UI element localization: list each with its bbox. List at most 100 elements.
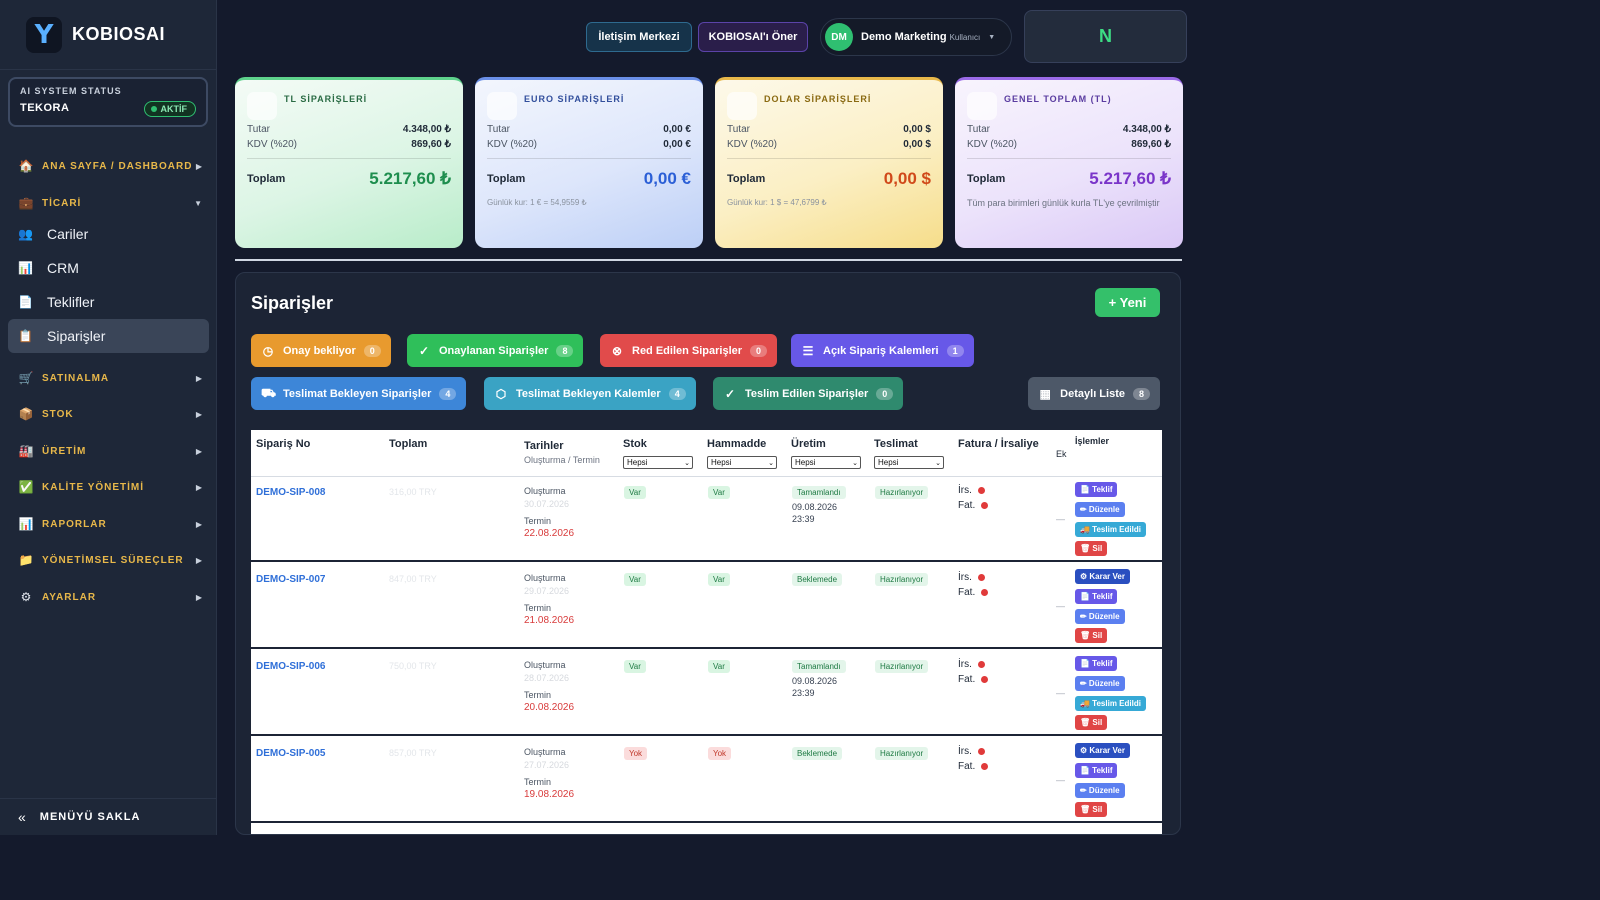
table-row[interactable]: DEMO-SIP-008 316,00 TRY Oluşturma 30.07.… bbox=[251, 477, 1162, 562]
term-label: Termin bbox=[524, 777, 552, 787]
column-header-dates: Tarihler bbox=[524, 440, 564, 452]
edit-button[interactable]: ✏ Düzenle bbox=[1075, 609, 1125, 624]
edit-button[interactable]: ✏ Düzenle bbox=[1075, 502, 1125, 517]
card-title: GENEL TOPLAM (TL) bbox=[1004, 94, 1112, 104]
stock-badge: Var bbox=[624, 486, 646, 499]
folder-icon: 📁 bbox=[18, 553, 34, 567]
total-value: 0,00 $ bbox=[883, 169, 931, 188]
nav-section-dashboard[interactable]: 🏠 ANA SAYFA / DASHBOARD ▶ bbox=[18, 159, 202, 173]
term-label: Termin bbox=[524, 690, 552, 700]
filter-label: Onaylanan Siparişler bbox=[439, 344, 549, 357]
delete-button[interactable]: 🗑 Sil bbox=[1075, 628, 1108, 643]
filter-approved[interactable]: ✓ Onaylanan Siparişler 8 bbox=[407, 334, 584, 367]
order-number-link[interactable]: DEMO-SIP-007 bbox=[256, 574, 326, 585]
production-filter-select[interactable]: Hepsi ⌄ bbox=[791, 456, 861, 469]
created-date: 27.07.2026 bbox=[524, 760, 570, 770]
conversion-note: Tüm para birimleri günlük kurla TL'ye çe… bbox=[967, 198, 1160, 208]
sidebar-item-crm[interactable]: 📊 CRM bbox=[8, 251, 209, 285]
amount-value: 4.348,00 ₺ bbox=[402, 124, 451, 135]
order-number-link[interactable]: DEMO-SIP-008 bbox=[256, 487, 326, 498]
chevron-right-icon: ▶ bbox=[195, 519, 202, 529]
brand-logo: Y bbox=[26, 16, 62, 53]
waybill-status: İrs. bbox=[958, 572, 985, 583]
detailed-list-button[interactable]: ▦ Detaylı Liste 8 bbox=[1028, 377, 1160, 410]
status-dot-icon bbox=[977, 661, 985, 668]
order-number-link[interactable]: DEMO-SIP-006 bbox=[256, 661, 326, 672]
term-date: 21.08.2026 bbox=[524, 615, 575, 626]
filter-rejected[interactable]: ⊗ Red Edilen Siparişler 0 bbox=[600, 334, 778, 367]
table-row[interactable]: DEMO-SIP-005 857,00 TRY Oluşturma 27.07.… bbox=[251, 738, 1162, 823]
quote-button[interactable]: 📄 Teklif bbox=[1075, 763, 1118, 778]
filter-delivered[interactable]: ✓ Teslim Edilen Siparişler 0 bbox=[713, 377, 904, 410]
delivered-button[interactable]: 🚚 Teslim Edildi bbox=[1075, 696, 1146, 711]
column-header-actions: İşlemler bbox=[1075, 436, 1110, 446]
edit-button[interactable]: ✏ Düzenle bbox=[1075, 676, 1125, 691]
hide-menu-button[interactable]: « MENÜYÜ SAKLA bbox=[0, 798, 217, 835]
edit-button[interactable]: ✏ Düzenle bbox=[1075, 783, 1125, 798]
delete-button[interactable]: 🗑 Sil bbox=[1075, 715, 1108, 730]
delivery-filter-select[interactable]: Hepsi ⌄ bbox=[874, 456, 944, 469]
created-date: 28.07.2026 bbox=[524, 673, 570, 683]
raw-material-badge: Var bbox=[708, 660, 730, 673]
delete-button[interactable]: 🗑 Sil bbox=[1075, 802, 1108, 817]
nav-section-uretim[interactable]: 🏭 ÜRETİM ▶ bbox=[18, 444, 202, 458]
filter-count: 4 bbox=[439, 387, 457, 400]
status-dot-icon bbox=[977, 574, 985, 581]
n-widget[interactable]: N bbox=[1024, 10, 1187, 63]
amount-label: Tutar bbox=[727, 124, 750, 135]
delete-button[interactable]: 🗑 Sil bbox=[1075, 541, 1108, 556]
decide-button[interactable]: ⚙ Karar Ver bbox=[1075, 743, 1130, 758]
new-order-button[interactable]: + Yeni bbox=[1095, 288, 1160, 317]
filter-count: 4 bbox=[668, 387, 686, 400]
stock-badge: Var bbox=[624, 660, 646, 673]
filter-awaiting-items[interactable]: ⬡ Teslimat Bekleyen Kalemler 4 bbox=[484, 377, 696, 410]
ai-status-title: AI SYSTEM STATUS bbox=[20, 86, 122, 96]
stock-badge: Yok bbox=[624, 747, 648, 760]
contact-center-button[interactable]: İletişim Merkezi bbox=[586, 22, 692, 52]
table-row[interactable]: DEMO-SIP-007 847,00 TRY Oluşturma 29.07.… bbox=[251, 564, 1162, 649]
quote-button[interactable]: 📄 Teklif bbox=[1075, 589, 1118, 604]
nav-section-raporlar[interactable]: 📊 RAPORLAR ▶ bbox=[18, 517, 202, 531]
nav-section-ayarlar[interactable]: ⚙ AYARLAR ▶ bbox=[18, 590, 202, 604]
brand[interactable]: Y KOBIOSAI bbox=[0, 0, 216, 70]
column-subheader-dates: Oluşturma / Termin bbox=[524, 455, 600, 465]
nav-section-yonetimsel[interactable]: 📁 YÖNETİMSEL SÜREÇLER ▶ bbox=[18, 553, 202, 567]
nav-section-ticari[interactable]: 💼 TİCARİ ▼ bbox=[18, 196, 202, 210]
filter-open-items[interactable]: ☰ Açık Sipariş Kalemleri 1 bbox=[791, 334, 974, 367]
raw-material-filter-select[interactable]: Hepsi ⌄ bbox=[707, 456, 777, 469]
nav-section-stok[interactable]: 📦 STOK ▶ bbox=[18, 407, 202, 421]
filter-label: Detaylı Liste bbox=[1060, 387, 1125, 400]
suggest-button[interactable]: KOBIOSAI'ı Öner bbox=[698, 22, 808, 52]
user-menu[interactable]: DM Demo Marketing Kullanıcı ▼ bbox=[820, 18, 1012, 56]
box-icon: ⬡ bbox=[495, 386, 507, 401]
order-total: 750,00 TRY bbox=[389, 661, 437, 671]
delivered-button[interactable]: 🚚 Teslim Edildi bbox=[1075, 522, 1146, 537]
users-icon: 👥 bbox=[18, 227, 33, 241]
nav-section-kalite[interactable]: ✅ KALİTE YÖNETİMİ ▶ bbox=[18, 480, 202, 494]
nav-section-label: RAPORLAR bbox=[42, 518, 107, 530]
card-title: DOLAR SİPARİŞLERİ bbox=[764, 94, 872, 104]
order-number-link[interactable]: DEMO-SIP-005 bbox=[256, 748, 326, 759]
chevron-right-icon: ▶ bbox=[195, 409, 202, 419]
total-label: Toplam bbox=[487, 173, 526, 185]
column-header-production: Üretim bbox=[791, 438, 826, 450]
nav-section-satinalma[interactable]: 🛒 SATINALMA ▶ bbox=[18, 371, 202, 385]
sidebar-item-cariler[interactable]: 👥 Cariler bbox=[8, 217, 209, 251]
clock-icon: ◷ bbox=[262, 343, 274, 358]
sidebar-item-siparisler[interactable]: 📋 Siparişler bbox=[8, 319, 209, 353]
sidebar-item-teklifler[interactable]: 📄 Teklifler bbox=[8, 285, 209, 319]
stock-filter-select[interactable]: Hepsi ⌄ bbox=[623, 456, 693, 469]
filter-awaiting-delivery[interactable]: ⛟ Teslimat Bekleyen Siparişler 4 bbox=[251, 377, 467, 410]
quote-button[interactable]: 📄 Teklif bbox=[1075, 656, 1118, 671]
cart-icon: 🛒 bbox=[18, 371, 34, 385]
vat-label: KDV (%20) bbox=[247, 139, 298, 150]
quote-button[interactable]: 📄 Teklif bbox=[1075, 482, 1118, 497]
gear-icon: ⚙ bbox=[20, 590, 32, 604]
decide-button[interactable]: ⚙ Karar Ver bbox=[1075, 569, 1130, 584]
brand-name: KOBIOSAI bbox=[72, 24, 166, 44]
table-row[interactable]: DEMO-SIP-006 750,00 TRY Oluşturma 28.07.… bbox=[251, 651, 1162, 736]
filter-pending-approval[interactable]: ◷ Onay bekliyor 0 bbox=[251, 334, 391, 367]
card-title: TL SİPARİŞLERİ bbox=[284, 94, 368, 104]
chart-icon: 📊 bbox=[18, 261, 33, 275]
column-header-invoice: Fatura / İrsaliye bbox=[958, 438, 1039, 450]
